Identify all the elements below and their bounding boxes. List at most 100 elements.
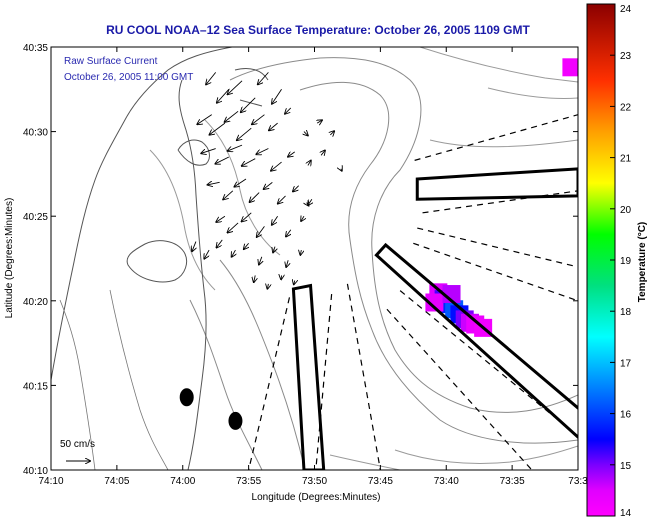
scale-label: 50 cm/s	[60, 439, 95, 450]
current-vector	[228, 222, 239, 233]
current-vector	[204, 249, 210, 259]
survey-box-middle	[374, 242, 578, 440]
chart-title: RU COOL NOAA–12 Sea Surface Temperature:…	[106, 23, 530, 37]
current-vector	[228, 80, 243, 94]
coverage-line	[417, 227, 578, 268]
colorbar-tick-label: 22	[620, 102, 632, 113]
current-vectors	[192, 72, 342, 288]
current-vector	[257, 226, 265, 237]
current-vector	[256, 148, 269, 155]
colorbar-label: Temperature (°C)	[637, 222, 648, 303]
colorbar-tick-label: 23	[620, 51, 632, 62]
sst-patch-layer	[425, 58, 578, 337]
current-vector	[216, 215, 226, 222]
survey-box-south	[291, 283, 326, 470]
coastline	[59, 289, 169, 470]
current-time: October 26, 2005 11:00 GMT	[64, 72, 193, 83]
bathymetry-contour	[419, 47, 578, 148]
colorbar-tick-label: 18	[620, 307, 632, 318]
current-vector	[278, 195, 286, 204]
current-vector	[294, 280, 295, 284]
current-vector	[301, 216, 304, 221]
x-tick-label: 73:35	[500, 476, 525, 487]
y-tick-label: 40:25	[23, 212, 48, 223]
current-vector	[225, 110, 239, 122]
station-marker	[228, 411, 243, 430]
current-vector	[321, 150, 325, 155]
bathymetry-contour	[299, 81, 578, 444]
current-vector	[269, 122, 278, 130]
current-vector	[272, 215, 278, 225]
colorbar-tick-label: 24	[620, 4, 632, 15]
coverage-line	[386, 308, 533, 470]
current-vector	[317, 120, 322, 123]
survey-boxes	[291, 167, 578, 470]
bathymetry-contour	[229, 57, 578, 413]
current-vector	[241, 97, 256, 112]
x-axis-label: Longitude (Degrees:Minutes)	[252, 492, 381, 503]
current-vector	[208, 182, 220, 184]
current-vector	[308, 161, 311, 166]
current-vector	[254, 275, 255, 282]
x-tick-label: 74:10	[38, 476, 63, 487]
x-tick-label: 73:40	[434, 476, 459, 487]
current-vector	[286, 260, 288, 267]
current-vector	[237, 127, 252, 140]
y-axis-ticks: 40:10 40:15 40:20 40:25 40:30 40:35	[23, 43, 578, 477]
current-vector	[197, 114, 212, 125]
colorbar-tick-label: 16	[620, 410, 632, 421]
current-vector	[285, 107, 292, 114]
x-tick-label: 73:55	[236, 476, 261, 487]
current-vector	[210, 122, 226, 135]
colorbar-tick-label: 20	[620, 205, 632, 216]
coverage-line	[248, 297, 291, 470]
coverage-line	[315, 293, 333, 470]
survey-box-north	[415, 167, 578, 201]
sst-pixel	[425, 293, 444, 312]
current-vector	[217, 239, 223, 248]
coastline	[178, 79, 207, 470]
current-vector	[242, 212, 252, 222]
x-axis-ticks: 74:10 74:05 74:00 73:55 73:50 73:45 73:40 73:35…	[38, 47, 588, 487]
station-marker	[179, 388, 194, 407]
coastline	[51, 47, 233, 470]
colorbar-tick-label: 19	[620, 256, 632, 267]
plot-area	[51, 47, 578, 470]
current-vector	[223, 190, 234, 200]
bathymetry-contour	[189, 259, 306, 470]
current-vector	[267, 284, 268, 289]
colorbar-ticks: 24 23 22 21 20 19 18 17 16 15 14	[610, 3, 632, 519]
sst-pixel	[562, 58, 578, 77]
coastline	[126, 240, 188, 283]
current-vector	[232, 249, 236, 257]
current-vector	[228, 144, 243, 151]
current-vector	[215, 156, 230, 164]
current-vector	[264, 182, 273, 189]
current-vector	[330, 131, 334, 135]
current-vector	[271, 161, 282, 171]
current-vector	[234, 178, 247, 187]
x-tick-label: 73:3	[568, 476, 588, 487]
colorbar-tick-label: 21	[620, 154, 632, 165]
current-vector	[272, 89, 282, 103]
current-vector	[252, 114, 265, 125]
colorbar-tick-label: 17	[620, 358, 632, 369]
coverage-line	[413, 242, 578, 302]
current-vector	[341, 169, 342, 171]
current-vector	[192, 241, 196, 252]
current-vector	[201, 148, 216, 154]
current-vector	[242, 158, 256, 166]
current-vector	[286, 229, 291, 237]
current-vector	[206, 72, 217, 84]
current-vector	[250, 192, 260, 203]
coverage-line	[346, 283, 381, 470]
current-vector	[259, 256, 262, 265]
y-tick-label: 40:15	[23, 381, 48, 392]
coastline	[177, 139, 210, 166]
x-tick-label: 73:50	[302, 476, 327, 487]
colorbar-tick-label: 15	[620, 461, 632, 472]
current-vector	[300, 250, 301, 255]
current-vector	[288, 152, 295, 157]
current-vector	[304, 132, 308, 136]
